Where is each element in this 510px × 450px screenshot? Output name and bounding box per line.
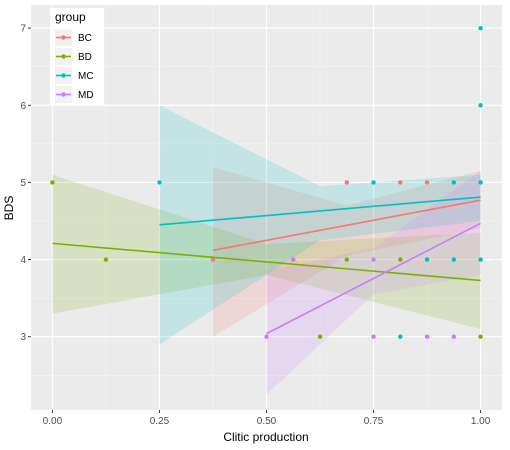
fit-line-mc <box>159 196 481 226</box>
data-point-bd <box>478 334 483 339</box>
legend-keys: BC BD MC MD <box>55 29 94 103</box>
legend-point-bc <box>61 35 66 40</box>
data-point-mc <box>371 180 376 185</box>
data-point-md <box>451 334 457 339</box>
fit-line-md <box>266 222 481 335</box>
data-point-bc <box>344 180 349 185</box>
data-point-md <box>291 257 296 262</box>
data-point-md <box>371 334 376 339</box>
legend-point-md <box>61 92 66 97</box>
y-axis-ticks: 3 4 5 6 7 <box>20 24 31 343</box>
y-axis-title: BDS <box>2 196 16 221</box>
data-points <box>50 25 483 339</box>
data-point-bc <box>210 257 216 262</box>
x-tick-label: 0.75 <box>364 416 384 427</box>
data-point-bd <box>317 334 323 339</box>
legend-point-bd <box>61 54 66 59</box>
y-tick-label: 5 <box>20 178 26 189</box>
legend-title: group <box>55 10 86 24</box>
x-axis-title: Clitic production <box>223 430 308 444</box>
legend-label-bc: BC <box>78 33 92 44</box>
y-tick-label: 7 <box>20 24 26 35</box>
data-point-mc <box>478 103 483 108</box>
x-tick-label: 0.50 <box>257 416 277 427</box>
data-point-bc <box>424 180 430 185</box>
x-tick-label: 1.00 <box>471 416 491 427</box>
data-point-bc <box>398 180 403 185</box>
y-tick-label: 4 <box>20 255 26 266</box>
legend-point-mc <box>61 73 66 78</box>
confidence-band-mc <box>159 105 481 345</box>
x-axis-ticks: 0.00 0.25 0.50 0.75 1.00 <box>43 410 491 427</box>
data-point-bd <box>50 180 55 185</box>
data-point-mc <box>424 257 430 262</box>
data-point-mc <box>478 25 483 31</box>
legend-label-mc: MC <box>78 71 94 82</box>
data-point-md <box>371 257 376 262</box>
y-tick-label: 6 <box>20 101 26 112</box>
data-point-bd <box>103 257 109 262</box>
confidence-band-bd <box>52 174 481 329</box>
data-point-mc <box>157 180 162 185</box>
x-tick-label: 0.00 <box>43 416 63 427</box>
fit-line-bc <box>212 199 481 252</box>
data-point-bd <box>398 257 403 262</box>
data-point-md <box>424 334 430 339</box>
data-point-mc <box>478 257 483 262</box>
legend: group BC BD MC MD <box>50 8 104 105</box>
legend-label-bd: BD <box>78 52 92 63</box>
data-point-mc <box>478 180 483 185</box>
data-point-mc <box>398 334 403 339</box>
legend-label-md: MD <box>78 90 94 101</box>
confidence-band-bc <box>213 167 481 337</box>
fit-line-bd <box>52 242 481 282</box>
data-point-md <box>264 334 269 339</box>
x-tick-label: 0.25 <box>150 416 170 427</box>
data-point-mc <box>451 257 457 262</box>
regression-lines <box>52 196 481 335</box>
data-point-mc <box>451 180 457 185</box>
data-point-bd <box>344 257 349 262</box>
y-tick-label: 3 <box>20 332 26 343</box>
